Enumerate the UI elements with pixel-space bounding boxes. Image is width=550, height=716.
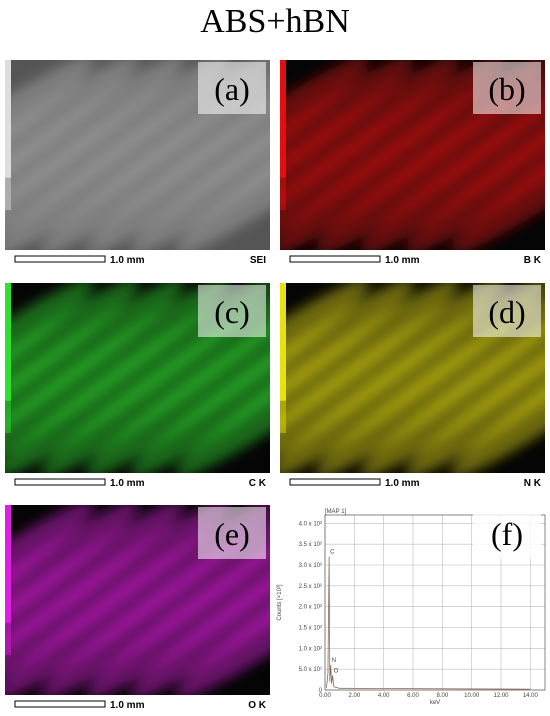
x-tick-label: 12.00 (493, 693, 509, 699)
signal-label: SEI (250, 255, 266, 266)
y-tick-label: 5.0 x 10¹ (299, 667, 322, 673)
color-scale (5, 505, 11, 623)
scale-text: 1.0 mm (385, 478, 420, 489)
panel-label: (d) (488, 294, 525, 330)
panel-label: (b) (488, 71, 525, 107)
label-box (473, 285, 541, 337)
y-axis-label: Counts [×10³] (277, 584, 283, 621)
x-tick-label: 4.00 (378, 693, 390, 699)
scale-bar (289, 478, 381, 486)
x-tick-label: 10.00 (464, 693, 480, 699)
peak-label: N (332, 658, 336, 664)
label-box (198, 507, 266, 559)
spectrum-line (326, 556, 531, 690)
scale-bar (289, 255, 381, 263)
signal-label: B K (524, 255, 542, 266)
y-tick-label: 3.5 x 10² (299, 542, 322, 548)
peak-label: C (330, 550, 335, 556)
scale-text: 1.0 mm (110, 478, 145, 489)
color-scale (5, 60, 11, 178)
color-scale-dim (5, 622, 11, 656)
plot-frame (324, 514, 546, 691)
y-tick-label: 1.0 x 10² (299, 646, 322, 652)
color-scale-dim (280, 177, 286, 211)
figure-title: ABS+hBN (200, 3, 350, 40)
signal-label: N K (524, 478, 542, 489)
chart-header: [MAP 1] (325, 509, 347, 515)
y-tick-label: 3.0 x 10² (299, 563, 322, 569)
y-tick-label: 0 (319, 688, 323, 694)
y-tick-label: 2.5 x 10² (299, 584, 322, 590)
y-tick-label: 1.5 x 10² (299, 626, 322, 632)
panel-label: (f) (491, 516, 523, 552)
label-box (473, 507, 541, 559)
x-tick-label: 8.00 (436, 693, 448, 699)
y-tick-label: 4.0 x 10² (299, 521, 322, 527)
signal-label: O K (248, 700, 267, 711)
micrograph (280, 283, 545, 473)
x-tick-label: 6.00 (407, 693, 419, 699)
x-axis-label: keV (430, 700, 440, 706)
label-box (473, 62, 541, 114)
color-scale (280, 283, 286, 401)
micrograph (5, 60, 270, 250)
scale-text: 1.0 mm (110, 255, 145, 266)
x-tick-label: 14.00 (523, 693, 539, 699)
panel-label: (a) (214, 71, 250, 107)
scale-bar (14, 255, 106, 263)
scale-bar (14, 700, 106, 708)
signal-label: C K (249, 478, 267, 489)
color-scale-dim (5, 177, 11, 211)
panel-label: (c) (214, 294, 250, 330)
peak-label: O (334, 668, 339, 674)
label-box (198, 62, 266, 114)
scale-bar (14, 478, 106, 486)
color-scale-dim (5, 400, 11, 434)
label-box (198, 285, 266, 337)
x-tick-label: 2.00 (348, 693, 360, 699)
color-scale (280, 60, 286, 178)
scale-text: 1.0 mm (385, 255, 420, 266)
y-tick-label: 2.0 x 10² (299, 605, 322, 611)
color-scale (5, 283, 11, 401)
scale-text: 1.0 mm (110, 700, 145, 711)
x-tick-label: 0.00 (319, 693, 331, 699)
panel-label: (e) (214, 516, 250, 552)
color-scale-dim (280, 400, 286, 434)
